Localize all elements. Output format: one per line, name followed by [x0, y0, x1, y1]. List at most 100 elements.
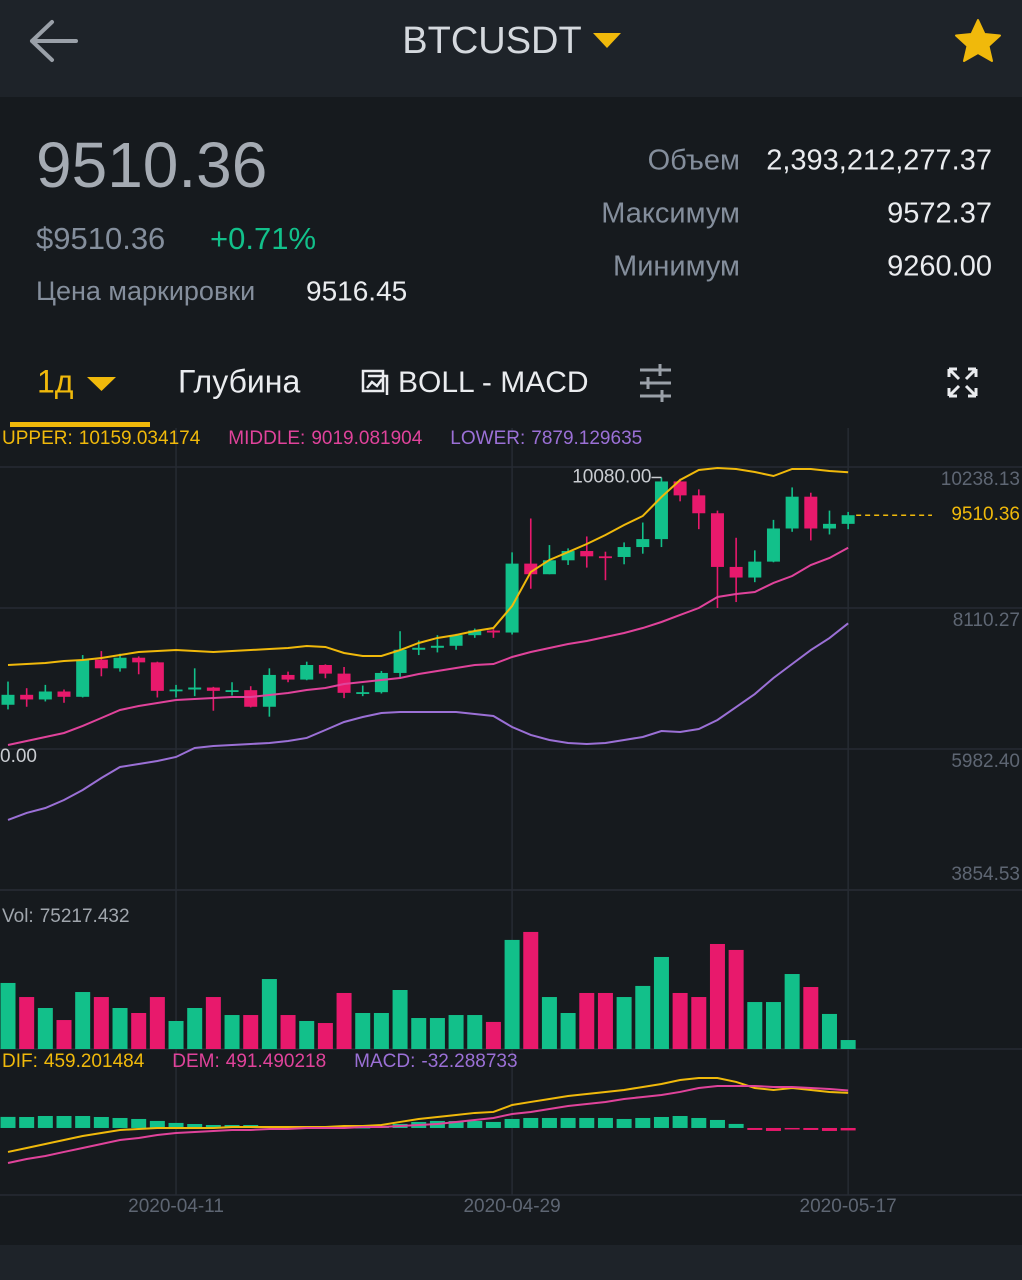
legend-entry: DEM: 491.490218 — [172, 1051, 326, 1072]
interval-dropdown[interactable] — [87, 377, 116, 391]
candle-body — [38, 691, 52, 700]
volume-bar — [112, 1007, 128, 1049]
icon-glyph[interactable] — [366, 374, 389, 395]
macd-bar — [541, 1117, 557, 1128]
price-change: +0.71% — [210, 221, 316, 256]
tab-bar — [0, 338, 1022, 428]
stat-label: Объем — [648, 145, 740, 177]
macd-bar — [803, 1127, 819, 1130]
icon-frame[interactable] — [361, 369, 385, 393]
stat-label: Максимум — [601, 198, 740, 230]
candle-body — [132, 657, 146, 663]
legend-name: UPPER: — [2, 428, 73, 449]
macd-bar — [821, 1127, 837, 1131]
stat-label: Минимум — [613, 251, 740, 283]
y-tick-label: 5982.40 — [951, 751, 1020, 772]
favorite-star[interactable] — [955, 19, 1001, 62]
macd-bar — [112, 1117, 128, 1128]
candle-body — [729, 566, 743, 578]
candle-body — [393, 649, 407, 673]
macd-bar — [616, 1118, 632, 1128]
indicator-icon[interactable] — [361, 369, 389, 395]
settings-knobs[interactable] — [646, 364, 664, 402]
macd-bar — [187, 1124, 203, 1128]
candle-body — [225, 690, 239, 692]
candle-body — [673, 481, 687, 496]
stat-value: 9572.37 — [887, 198, 992, 230]
fullscreen-icon[interactable] — [947, 367, 978, 398]
back-button[interactable] — [30, 20, 78, 62]
legend-value: 10159.034174 — [79, 428, 201, 449]
volume-bar — [653, 956, 669, 1049]
settings-lines[interactable] — [640, 368, 671, 398]
volume-bar — [504, 939, 520, 1049]
candle-body — [617, 547, 631, 557]
legend-name: Vol: — [2, 906, 34, 927]
volume-bar — [243, 1015, 259, 1049]
macd-bar — [691, 1117, 707, 1128]
macd-bar — [653, 1116, 669, 1128]
last-price: 9510.36 — [36, 129, 267, 201]
indicator-tab[interactable]: BOLL - MACD — [398, 366, 589, 399]
candle-body — [150, 662, 164, 691]
macd-bar — [37, 1115, 53, 1128]
legend-name: LOWER: — [450, 428, 525, 449]
macd-bar — [728, 1123, 744, 1128]
legend-name: MACD: — [354, 1051, 415, 1072]
macd-bar — [579, 1117, 595, 1128]
volume-bar — [0, 982, 16, 1049]
volume-bar — [411, 1018, 427, 1049]
macd-bar — [75, 1115, 91, 1128]
usd-price: $9510.36 — [36, 221, 165, 256]
candle-body — [561, 551, 575, 561]
y-tick-label: 8110.27 — [953, 610, 1020, 631]
boll-line — [7, 622, 849, 821]
macd-bar — [467, 1120, 483, 1128]
volume-bar — [149, 997, 165, 1049]
x-tick-label: 2020-04-11 — [128, 1196, 224, 1217]
volume-bar — [579, 992, 595, 1049]
volume-bar — [728, 949, 744, 1049]
macd-bar — [448, 1121, 464, 1128]
candle-body — [430, 645, 444, 648]
volume-bar — [672, 992, 688, 1049]
volume-bar — [131, 1013, 147, 1049]
candle-body — [300, 665, 314, 680]
legend-name: DIF: — [2, 1051, 38, 1072]
symbol-title[interactable]: BTCUSDT — [402, 20, 581, 62]
volume-bar — [93, 997, 109, 1049]
volume-bar — [373, 1013, 389, 1049]
macd-line — [7, 1076, 849, 1153]
candle-body — [169, 689, 183, 692]
candle-body — [841, 515, 855, 524]
plot: 2020-04-11 2020-04-29 2020-05-17 10238.13 81… — [0, 428, 1022, 1217]
legend-value: 9019.081904 — [311, 428, 422, 449]
candle-body — [94, 659, 108, 669]
volume-bar — [317, 1023, 333, 1049]
macd-bar — [747, 1127, 763, 1130]
macd-line — [7, 1084, 849, 1164]
settings-icon[interactable] — [640, 364, 671, 402]
depth-tab[interactable]: Глубина — [178, 363, 300, 399]
volume-bar — [336, 992, 352, 1049]
boll-line — [7, 546, 849, 746]
volume-bar — [691, 997, 707, 1049]
candle-body — [692, 495, 706, 514]
volume-bar — [784, 974, 800, 1049]
candle-body — [318, 665, 332, 674]
candle-body — [356, 692, 370, 694]
volume-bar — [803, 987, 819, 1049]
candle-body — [113, 657, 127, 669]
last-price-label: 9510.36 — [951, 504, 1020, 525]
symbol-dropdown[interactable] — [593, 33, 621, 48]
interval-tab[interactable]: 1д — [37, 363, 74, 399]
volume-bar — [635, 985, 651, 1049]
candle-body — [1, 694, 15, 705]
back-arrow[interactable] — [30, 20, 78, 62]
legend-entry: MIDDLE: 9019.081904 — [228, 428, 422, 449]
volume-bar — [280, 1015, 296, 1049]
candle-body — [76, 659, 90, 697]
top-bar — [0, 0, 1022, 97]
candle-body — [57, 691, 71, 697]
candle-body — [542, 560, 556, 575]
